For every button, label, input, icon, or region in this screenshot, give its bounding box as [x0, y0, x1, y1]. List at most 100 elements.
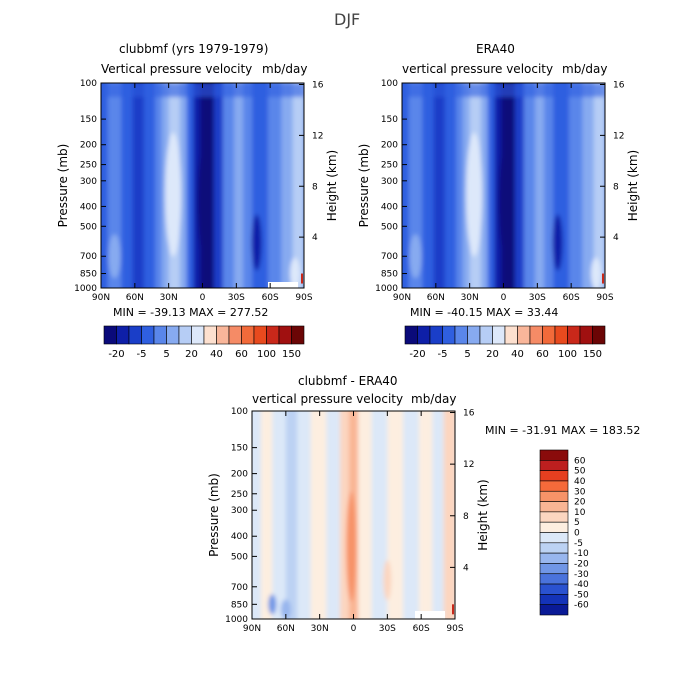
p1-htick-label: 12 [312, 131, 323, 141]
p3-htick-label: 8 [463, 512, 469, 522]
colorbar3-swatch [539, 604, 569, 616]
p2-ytick-label: 400 [381, 202, 398, 212]
colorbar2-swatch [542, 325, 556, 345]
p3-xtick-label: 0 [351, 624, 357, 634]
colorbar1-swatch [253, 325, 267, 345]
colorbar3-swatch [539, 573, 569, 585]
p2-xtick-label: 90S [596, 293, 613, 303]
colorbar1-label: 40 [210, 349, 223, 360]
colorbar1-swatch [128, 325, 142, 345]
panel2-stats: MIN = -40.15 MAX = 33.44 [410, 306, 559, 319]
colorbar3-label: 10 [574, 508, 586, 518]
colorbar3-swatch [539, 460, 569, 471]
colorbar3-label: 40 [574, 477, 586, 487]
p3-ytick-label: 150 [231, 444, 248, 454]
colorbar1-label: 100 [257, 349, 276, 360]
colorbar3-swatch [539, 490, 569, 502]
colorbar2-label: 40 [511, 349, 524, 360]
colorbar2-label: 20 [486, 349, 499, 360]
p1-ytick-label: 400 [80, 202, 97, 212]
colorbar1-swatch [178, 325, 192, 345]
p2-xtick-label: 30N [461, 293, 479, 303]
colorbar1-swatch [191, 325, 205, 345]
colorbar2-swatch [454, 325, 468, 345]
p2-ytick-label: 200 [381, 141, 398, 151]
p1-htick-label: 16 [312, 81, 324, 91]
colorbar1-label: -5 [137, 349, 147, 360]
p1-xtick-label: 90S [295, 293, 312, 303]
colorbar3-swatch [539, 521, 569, 533]
panel2-subtitle-left: vertical pressure velocity [402, 62, 554, 76]
p1-ytick-label: 1000 [74, 284, 97, 294]
colorbar3-label: -5 [574, 539, 583, 549]
colorbar2-label: 60 [536, 349, 549, 360]
p2-ytick-label: 250 [381, 161, 398, 171]
colorbar1-swatch [266, 325, 280, 345]
colorbar3-label: -50 [574, 590, 589, 600]
p1-ytick-label: 700 [80, 252, 97, 262]
p2-ytick-label: 500 [381, 222, 398, 232]
p3-ytick-label: 500 [231, 552, 248, 562]
p3-xtick-label: 90N [243, 624, 261, 634]
colorbar3-label: 50 [574, 467, 586, 477]
colorbar2-swatch [592, 325, 606, 345]
colorbar3-label: -10 [574, 549, 589, 559]
colorbar2-label: 150 [583, 349, 602, 360]
colorbar3-swatch [539, 480, 569, 492]
p3-ytick-label: 300 [231, 506, 248, 516]
colorbar1-swatch [228, 325, 242, 345]
p3-ytick-label: 100 [231, 407, 248, 417]
colorbar3-label: -20 [574, 559, 589, 569]
p2-ytick-label: 1000 [375, 284, 398, 294]
panel1-stats: MIN = -39.13 MAX = 277.52 [113, 306, 269, 319]
panel2-subtitle-right: mb/day [562, 62, 608, 76]
p1-ytick-label: 150 [80, 115, 97, 125]
p3-ylabel: Pressure (mb) [207, 473, 221, 557]
p2-htick-label: 12 [613, 131, 624, 141]
p3-htick-label: 4 [463, 563, 469, 573]
p3-ytick-label: 700 [231, 583, 248, 593]
p1-ytick-label: 100 [80, 79, 97, 89]
p3-htick-label: 16 [463, 409, 475, 419]
p3-ytick-label: 400 [231, 532, 248, 542]
colorbar1-swatch [103, 325, 117, 345]
p3-ylabel-right: Height (km) [476, 479, 490, 550]
colorbar3-swatch [539, 511, 569, 523]
colorbar3-label: 60 [574, 456, 586, 466]
p1-ytick-label: 850 [80, 270, 97, 280]
p3-htick-label: 12 [463, 460, 474, 470]
panel3-subtitle-right: mb/day [411, 392, 457, 406]
colorbar1-swatch [203, 325, 217, 345]
colorbar2-label: -5 [438, 349, 448, 360]
colorbar2-swatch [429, 325, 443, 345]
field-3 [252, 411, 455, 619]
p1-xtick-label: 30N [160, 293, 178, 303]
p1-xtick-label: 60N [126, 293, 144, 303]
colorbar3-swatch [539, 563, 569, 575]
p3-xtick-label: 30N [311, 624, 329, 634]
colorbar3-swatch [539, 532, 569, 544]
colorbar2-swatch [492, 325, 506, 345]
panel3-subtitle-left: vertical pressure velocity [252, 392, 404, 406]
field-2 [402, 83, 605, 288]
p1-xtick-label: 90N [92, 293, 110, 303]
p2-htick-label: 4 [613, 233, 619, 243]
colorbar2-swatch [467, 325, 481, 345]
colorbar3-label: 5 [574, 518, 580, 528]
colorbar3-swatch [539, 501, 569, 513]
colorbar2-swatch [417, 325, 431, 345]
p3-ytick-label: 1000 [225, 615, 248, 625]
p1-xtick-label: 60S [262, 293, 279, 303]
colorbar1-swatch [241, 325, 255, 345]
colorbar1-label: 150 [282, 349, 301, 360]
colorbar2-label: 100 [558, 349, 577, 360]
p1-ytick-label: 300 [80, 177, 97, 187]
p2-ytick-label: 100 [381, 79, 398, 89]
colorbar1-swatch [166, 325, 180, 345]
colorbar3-label: 20 [574, 498, 586, 508]
colorbar2-swatch [529, 325, 543, 345]
colorbar2-swatch [567, 325, 581, 345]
p2-xtick-label: 60N [427, 293, 445, 303]
p2-htick-label: 8 [613, 182, 619, 192]
